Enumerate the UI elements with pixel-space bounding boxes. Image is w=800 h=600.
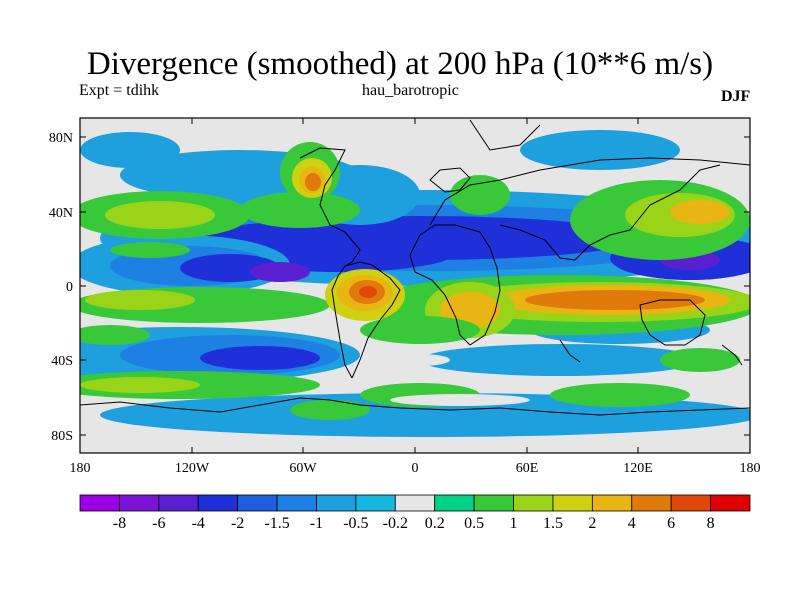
colorbar-label: 8 (707, 515, 715, 532)
colorbar-swatch (355, 494, 396, 512)
colorbar-label: 0.5 (464, 515, 484, 532)
colorbar-label: -1.5 (264, 515, 289, 532)
model-label: hau_barotropic (362, 82, 459, 99)
colorbar-swatch (591, 494, 633, 512)
colorbar-swatch (513, 494, 554, 512)
colorbar-swatch (473, 494, 514, 512)
colorbar-swatch (158, 494, 199, 512)
field-contours (80, 118, 750, 453)
experiment-label: Expt = tdihk (79, 82, 160, 99)
lon-tick-label: 60E (516, 461, 539, 476)
colorbar-label: -0.2 (383, 515, 408, 532)
colorbar-label: 0.2 (425, 515, 445, 532)
colorbar-label: -8 (113, 515, 126, 532)
colorbar-swatch (434, 494, 475, 512)
colorbar-swatch (631, 494, 672, 512)
lon-tick-label: 60W (289, 461, 317, 476)
lon-tick-label: 180 (740, 461, 761, 476)
lat-tick-label: 40N (49, 206, 73, 221)
colorbar-swatch (237, 494, 278, 512)
colorbar-label: -4 (192, 515, 205, 532)
colorbar-swatch (316, 494, 357, 512)
colorbar-label: 2 (588, 515, 596, 532)
lat-tick-label: 0 (66, 280, 73, 295)
colorbar-swatch (710, 494, 751, 512)
coastlines (80, 119, 750, 416)
colorbar-swatch (197, 494, 239, 512)
lon-tick-label: 120E (623, 461, 653, 476)
lon-tick-label: 120W (175, 461, 210, 476)
colorbar-swatch (670, 494, 711, 512)
lat-tick-label: 80S (51, 429, 73, 444)
colorbar-label: 1.5 (543, 515, 563, 532)
figure-title: Divergence (smoothed) at 200 hPa (10**6 … (86, 46, 714, 82)
lon-tick-label: 180 (70, 461, 91, 476)
colorbar-swatch (276, 494, 317, 512)
lat-tick-label: 80N (49, 131, 73, 146)
axis-ticks (80, 118, 750, 453)
colorbar: -8 -6 -4 -2 -1.5 -1 -0.5 -0.2 0.2 0.5 1 1.5 2 4 6 8 (79, 494, 751, 532)
lon-tick-label: 0 (412, 461, 419, 476)
colorbar-label: -6 (152, 515, 165, 532)
colorbar-label: -2 (231, 515, 244, 532)
colorbar-label: -0.5 (343, 515, 368, 532)
colorbar-label: 4 (628, 515, 636, 532)
lat-tick-label: 40S (51, 354, 73, 369)
colorbar-label: 1 (510, 515, 518, 532)
colorbar-swatch (552, 494, 593, 512)
colorbar-swatch (394, 494, 436, 512)
season-label: DJF (721, 88, 751, 105)
colorbar-swatch (119, 494, 160, 512)
colorbar-label: -1 (310, 515, 323, 532)
colorbar-swatch (79, 494, 120, 512)
colorbar-label: 6 (667, 515, 675, 532)
